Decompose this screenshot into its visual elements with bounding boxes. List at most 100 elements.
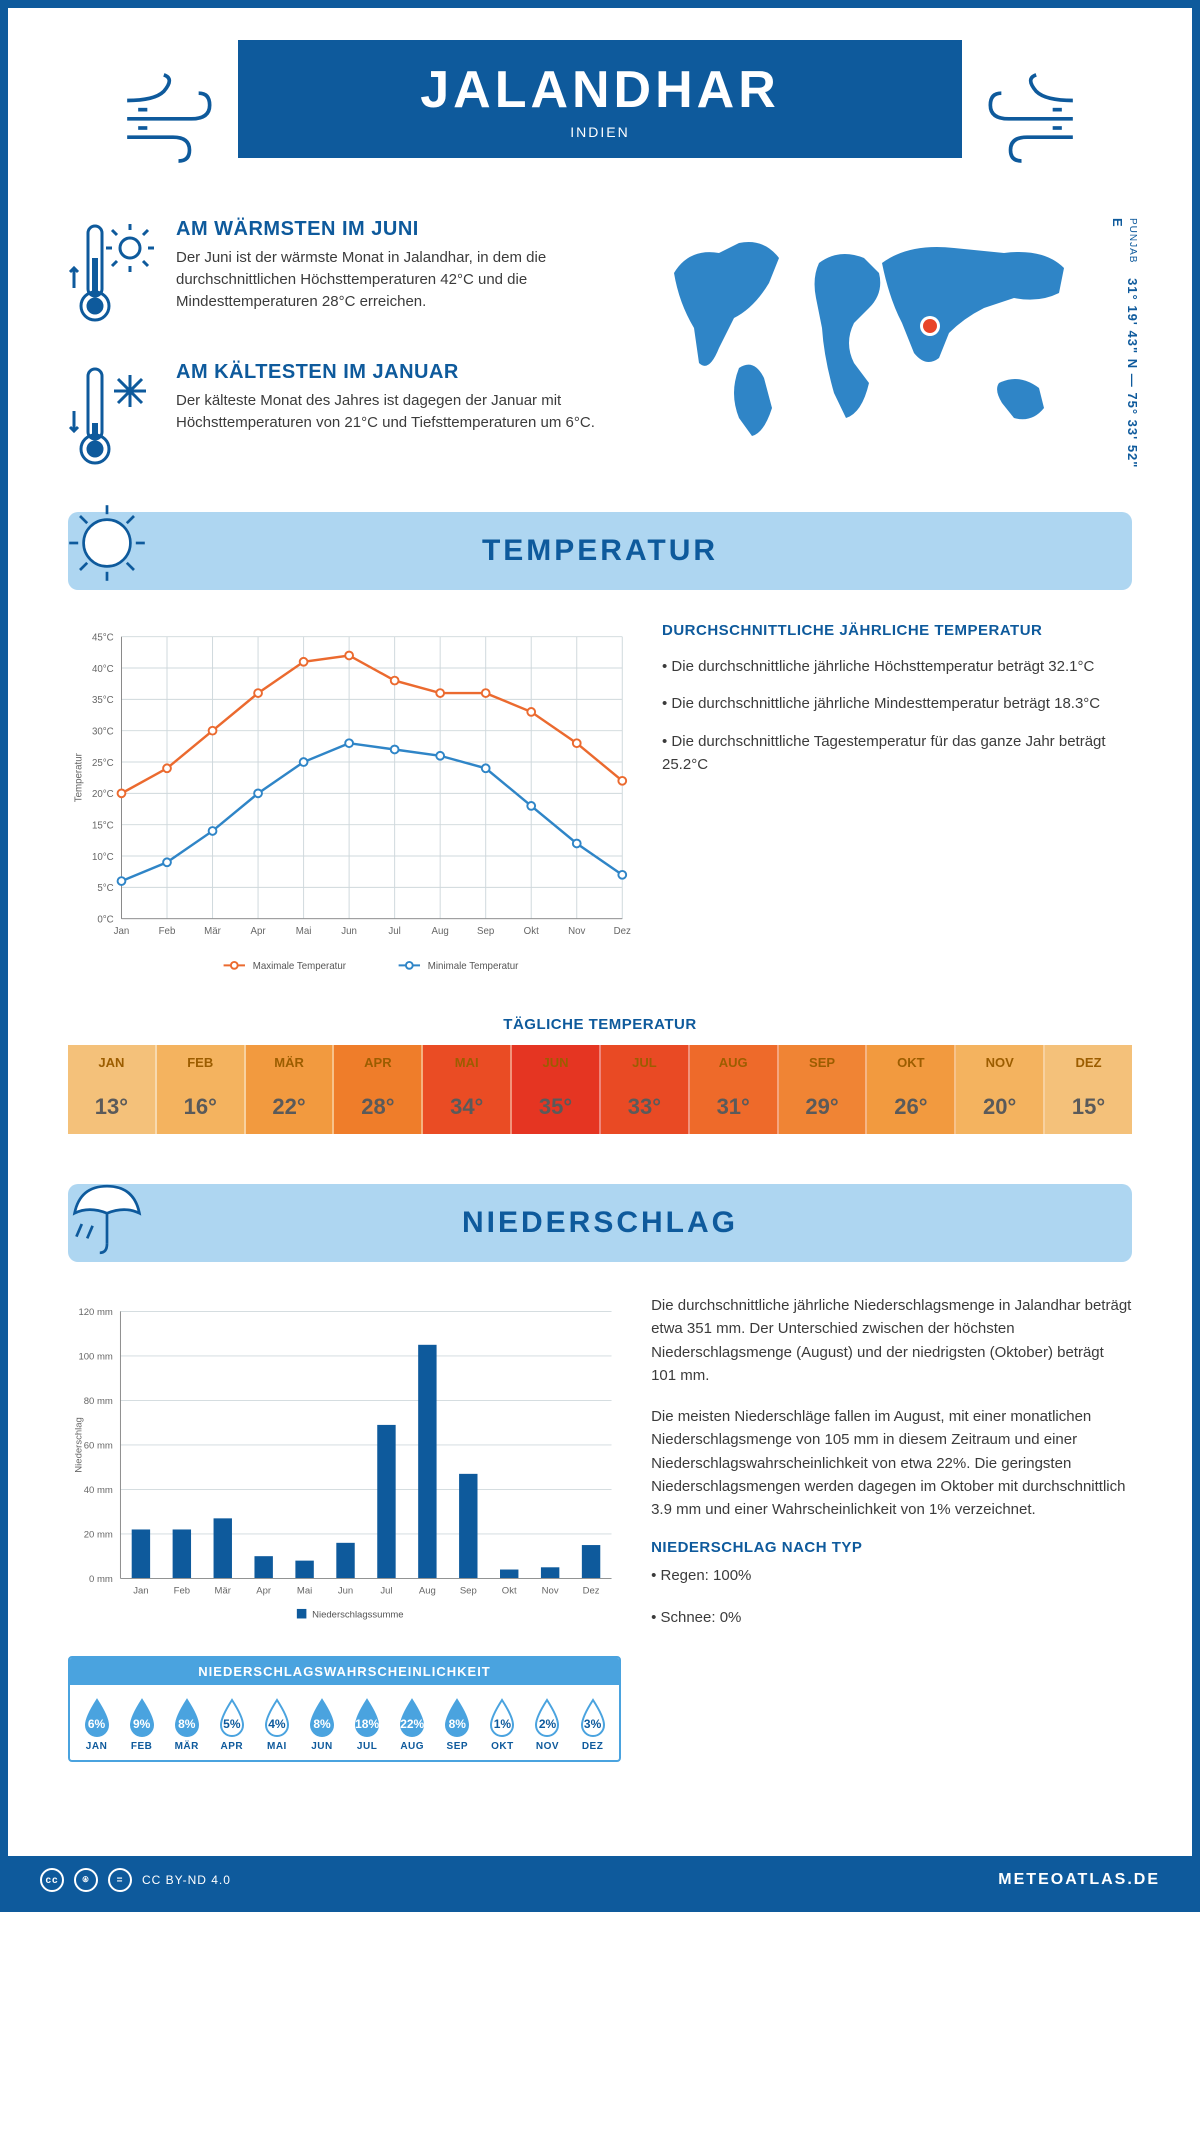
daily-cell: NOV20° bbox=[956, 1045, 1045, 1134]
daily-cell: JUL33° bbox=[601, 1045, 690, 1134]
svg-text:80 mm: 80 mm bbox=[84, 1396, 113, 1407]
svg-text:35°C: 35°C bbox=[92, 695, 114, 706]
svg-text:Dez: Dez bbox=[614, 926, 631, 937]
svg-text:0°C: 0°C bbox=[97, 915, 113, 926]
svg-text:45°C: 45°C bbox=[92, 633, 114, 644]
prob-cell: 8%JUN bbox=[299, 1697, 344, 1752]
precipitation-facts: Die durchschnittliche jährliche Niedersc… bbox=[651, 1294, 1132, 1762]
svg-text:25°C: 25°C bbox=[92, 758, 114, 769]
prob-cell: 2%NOV bbox=[525, 1697, 570, 1752]
prob-cell: 8%SEP bbox=[435, 1697, 480, 1752]
world-map bbox=[644, 218, 1084, 448]
temp-bullet: • Die durchschnittliche Tagestemperatur … bbox=[662, 730, 1132, 777]
svg-text:Jul: Jul bbox=[388, 926, 400, 937]
svg-text:Mär: Mär bbox=[215, 1586, 232, 1597]
daily-cell: SEP29° bbox=[779, 1045, 868, 1134]
svg-text:60 mm: 60 mm bbox=[84, 1441, 113, 1452]
precip-type-snow: • Schnee: 0% bbox=[651, 1606, 1132, 1629]
svg-text:Sep: Sep bbox=[460, 1586, 477, 1597]
prob-cell: 6%JAN bbox=[74, 1697, 119, 1752]
city-title: JALANDHAR bbox=[238, 60, 962, 120]
svg-text:Aug: Aug bbox=[432, 926, 449, 937]
thermometer-cold-icon bbox=[68, 361, 158, 476]
temperature-facts: DURCHSCHNITTLICHE JÄHRLICHE TEMPERATUR •… bbox=[662, 622, 1132, 982]
daily-cell: FEB16° bbox=[157, 1045, 246, 1134]
daily-cell: APR28° bbox=[334, 1045, 423, 1134]
svg-text:Temperatur: Temperatur bbox=[74, 752, 85, 802]
svg-text:Niederschlagssumme: Niederschlagssumme bbox=[312, 1610, 404, 1621]
svg-text:Maximale Temperatur: Maximale Temperatur bbox=[253, 961, 347, 972]
svg-text:Feb: Feb bbox=[159, 926, 176, 937]
precipitation-chart: 0 mm20 mm40 mm60 mm80 mm100 mm120 mmJanF… bbox=[68, 1294, 621, 1634]
probability-title: NIEDERSCHLAGSWAHRSCHEINLICHKEIT bbox=[70, 1658, 619, 1685]
prob-cell: 22%AUG bbox=[390, 1697, 435, 1752]
svg-text:Niederschlag: Niederschlag bbox=[73, 1417, 84, 1473]
warmest-title: AM WÄRMSTEN IM JUNI bbox=[176, 218, 604, 241]
svg-text:10°C: 10°C bbox=[92, 852, 114, 863]
svg-text:20°C: 20°C bbox=[92, 789, 114, 800]
prob-cell: 8%MÄR bbox=[164, 1697, 209, 1752]
sun-icon bbox=[62, 498, 152, 588]
prob-cell: 5%APR bbox=[209, 1697, 254, 1752]
precip-type-rain: • Regen: 100% bbox=[651, 1564, 1132, 1587]
site-label: METEOATLAS.DE bbox=[998, 1871, 1160, 1889]
daily-cell: MÄR22° bbox=[246, 1045, 335, 1134]
wind-icon bbox=[972, 73, 1082, 163]
svg-text:30°C: 30°C bbox=[92, 727, 114, 738]
region-label: PUNJAB bbox=[1127, 218, 1138, 263]
header: JALANDHAR INDIEN bbox=[238, 40, 962, 158]
thermometer-hot-icon bbox=[68, 218, 158, 333]
svg-text:Nov: Nov bbox=[542, 1586, 559, 1597]
temp-bullet: • Die durchschnittliche jährliche Höchst… bbox=[662, 655, 1132, 678]
header-row: JALANDHAR INDIEN bbox=[68, 48, 1132, 218]
svg-text:Aug: Aug bbox=[419, 1586, 436, 1597]
svg-text:Okt: Okt bbox=[524, 926, 539, 937]
coldest-title: AM KÄLTESTEN IM JANUAR bbox=[176, 361, 604, 384]
svg-text:Jun: Jun bbox=[338, 1586, 353, 1597]
precip-para: Die meisten Niederschläge fallen im Augu… bbox=[651, 1405, 1132, 1521]
precip-para: Die durchschnittliche jährliche Niedersc… bbox=[651, 1294, 1132, 1387]
daily-cell: OKT26° bbox=[867, 1045, 956, 1134]
precipitation-heading: NIEDERSCHLAG bbox=[462, 1206, 738, 1239]
svg-text:Jul: Jul bbox=[380, 1586, 392, 1597]
svg-text:Sep: Sep bbox=[477, 926, 494, 937]
prob-cell: 9%FEB bbox=[119, 1697, 164, 1752]
umbrella-icon bbox=[62, 1170, 152, 1260]
daily-cell: JAN13° bbox=[68, 1045, 157, 1134]
cc-label: CC BY-ND 4.0 bbox=[142, 1873, 231, 1887]
svg-text:Mai: Mai bbox=[296, 926, 312, 937]
svg-text:Jun: Jun bbox=[341, 926, 357, 937]
daily-cell: JUN35° bbox=[512, 1045, 601, 1134]
svg-text:40 mm: 40 mm bbox=[84, 1485, 113, 1496]
svg-text:40°C: 40°C bbox=[92, 664, 114, 675]
svg-text:Nov: Nov bbox=[568, 926, 585, 937]
prob-cell: 18%JUL bbox=[345, 1697, 390, 1752]
temperature-heading: TEMPERATUR bbox=[482, 534, 718, 567]
coldest-text: Der kälteste Monat des Jahres ist dagege… bbox=[176, 390, 604, 434]
prob-cell: 3%DEZ bbox=[570, 1697, 615, 1752]
svg-text:Feb: Feb bbox=[174, 1586, 190, 1597]
coords-sidebar: PUNJAB 31° 19' 43" N — 75° 33' 52" E bbox=[1110, 218, 1140, 476]
svg-text:Minimale Temperatur: Minimale Temperatur bbox=[428, 961, 519, 972]
daily-cell: DEZ15° bbox=[1045, 1045, 1132, 1134]
lat-label: 31° 19' 43" N bbox=[1125, 278, 1140, 369]
temp-bullet: • Die durchschnittliche jährliche Mindes… bbox=[662, 692, 1132, 715]
summary-row: AM WÄRMSTEN IM JUNI Der Juni ist der wär… bbox=[68, 218, 1132, 476]
svg-text:Mai: Mai bbox=[297, 1586, 312, 1597]
svg-text:0 mm: 0 mm bbox=[89, 1574, 113, 1585]
svg-text:Mär: Mär bbox=[204, 926, 222, 937]
precip-type-heading: NIEDERSCHLAG NACH TYP bbox=[651, 1539, 1132, 1556]
coldest-block: AM KÄLTESTEN IM JANUAR Der kälteste Mona… bbox=[68, 361, 604, 476]
svg-text:20 mm: 20 mm bbox=[84, 1530, 113, 1541]
daily-temp-table: JAN13°FEB16°MÄR22°APR28°MAI34°JUN35°JUL3… bbox=[68, 1045, 1132, 1134]
svg-text:Jan: Jan bbox=[133, 1586, 148, 1597]
warmest-block: AM WÄRMSTEN IM JUNI Der Juni ist der wär… bbox=[68, 218, 604, 333]
cc-icon: cc bbox=[40, 1868, 64, 1892]
svg-text:Okt: Okt bbox=[502, 1586, 517, 1597]
svg-text:Dez: Dez bbox=[583, 1586, 600, 1597]
warmest-text: Der Juni ist der wärmste Monat in Jaland… bbox=[176, 247, 604, 312]
svg-text:15°C: 15°C bbox=[92, 821, 114, 832]
svg-text:100 mm: 100 mm bbox=[78, 1352, 112, 1363]
wind-icon bbox=[118, 73, 228, 163]
daily-cell: AUG31° bbox=[690, 1045, 779, 1134]
